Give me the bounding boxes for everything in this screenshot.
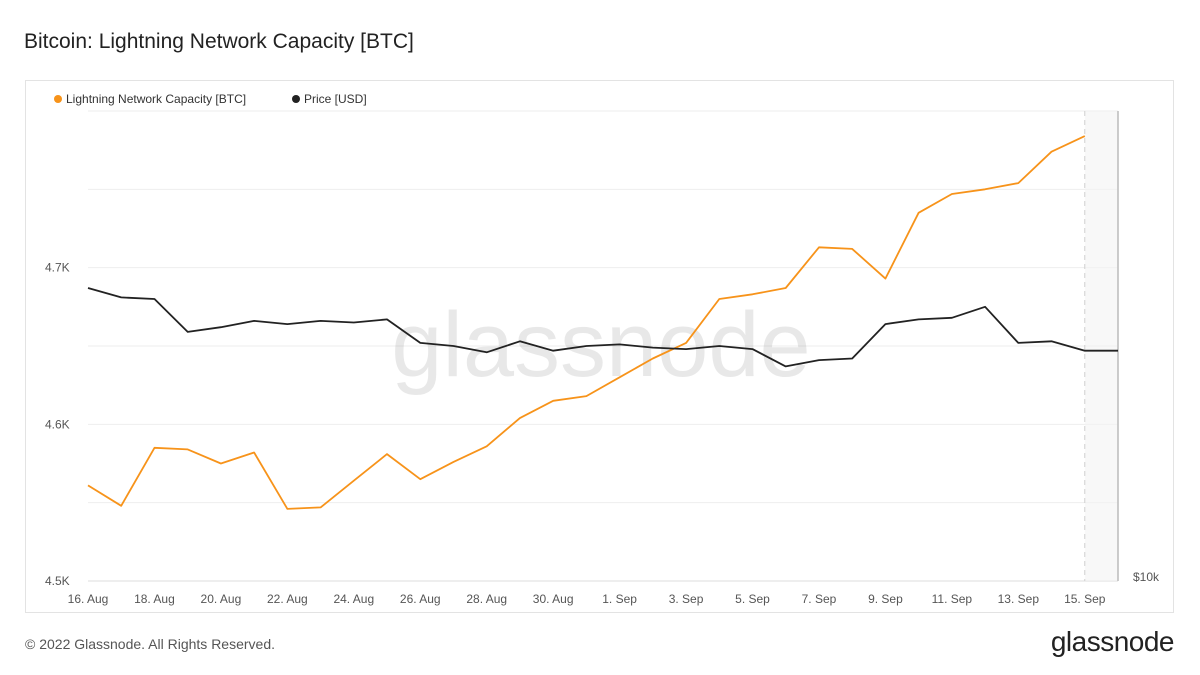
grid-lines (88, 110, 1119, 582)
y-tick-label: 4.5K (45, 574, 70, 588)
x-tick-label: 24. Aug (333, 592, 374, 606)
chart-title: Bitcoin: Lightning Network Capacity [BTC… (24, 30, 414, 53)
series-lines (87, 135, 1119, 510)
x-tick-label: 5. Sep (735, 592, 770, 606)
y-right-tick-label: $10k (1133, 570, 1160, 584)
x-tick-label: 3. Sep (669, 592, 704, 606)
copyright-notice: © 2022 Glassnode. All Rights Reserved. (25, 636, 276, 652)
chart-card: glassnode 4.5K 4.6K 4.7K $10k 16. Aug 18. Au… (25, 80, 1174, 613)
y-tick-label: 4.6K (45, 417, 70, 431)
y-tick-label: 4.7K (45, 261, 70, 275)
x-tick-label: 7. Sep (802, 592, 837, 606)
line-chart[interactable]: glassnode 4.5K4.6K4.7K$10k 16. Aug 18. Au… (26, 81, 1175, 614)
x-tick-label: 1. Sep (602, 592, 637, 606)
x-tick-label: 13. Sep (998, 592, 1040, 606)
x-tick-label: 26. Aug (400, 592, 441, 606)
x-tick-label: 15. Sep (1064, 592, 1106, 606)
glassnode-logo[interactable]: glassnode (1050, 626, 1175, 657)
x-tick-label: 16. Aug (68, 592, 109, 606)
x-axis: 16. Aug 18. Aug 20. Aug 22. Aug 24. Aug 26. A… (68, 592, 1106, 606)
legend-dot-icon (292, 95, 300, 103)
incomplete-period-band (1084, 111, 1118, 581)
price-series-line[interactable] (87, 287, 1118, 368)
capacity-series-line[interactable] (87, 135, 1086, 510)
y-axis: 4.5K 4.6K 4.7K $10k (45, 261, 1160, 588)
legend-item-capacity[interactable]: Lightning Network Capacity [BTC] (54, 92, 246, 106)
x-tick-label: 18. Aug (134, 592, 175, 606)
legend-dot-icon (54, 95, 62, 103)
legend-item-price[interactable]: Price [USD] (292, 92, 367, 106)
x-tick-label: 9. Sep (868, 592, 903, 606)
x-tick-label: 20. Aug (201, 592, 242, 606)
legend[interactable]: Lightning Network Capacity [BTC] Price [U… (54, 92, 367, 106)
x-tick-label: 30. Aug (533, 592, 574, 606)
x-tick-label: 11. Sep (932, 592, 973, 606)
x-tick-label: 22. Aug (267, 592, 308, 606)
legend-label: Price [USD] (304, 92, 367, 106)
x-tick-label: 28. Aug (466, 592, 507, 606)
legend-label: Lightning Network Capacity [BTC] (66, 92, 246, 106)
